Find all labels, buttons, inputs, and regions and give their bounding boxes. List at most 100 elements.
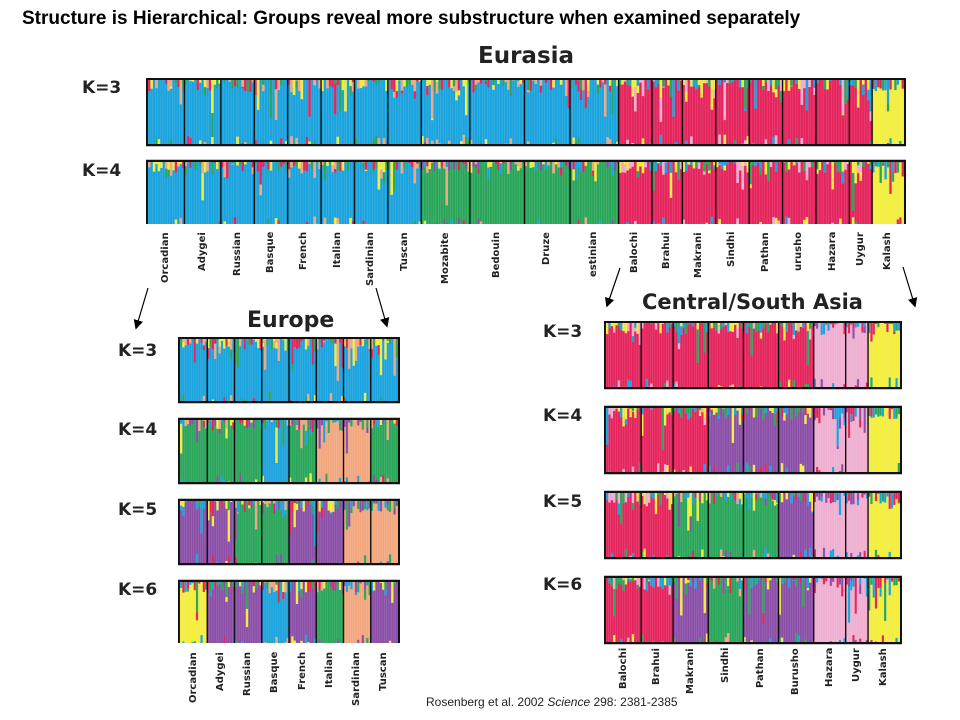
admixture-segment <box>519 162 522 169</box>
admixture-segment <box>668 578 671 586</box>
admixture-segment <box>199 80 202 83</box>
admixture-segment <box>865 382 869 387</box>
admixture-segment <box>682 80 685 85</box>
admixture-segment <box>257 339 260 349</box>
admixture-segment <box>445 222 448 224</box>
admixture-segment <box>229 395 233 401</box>
admixture-segment <box>572 169 575 181</box>
admixture-segment <box>388 420 392 421</box>
admixture-segment <box>502 80 505 87</box>
admixture-segment <box>809 547 812 557</box>
admixture-segment <box>261 342 265 347</box>
admixture-segment <box>165 168 168 179</box>
admixture-segment <box>748 578 751 615</box>
admixture-segment <box>684 91 688 102</box>
ancestry-block <box>673 408 709 472</box>
europe-k3-label: K=3 <box>118 341 158 361</box>
ancestry-block <box>184 80 221 144</box>
admixture-segment <box>797 635 800 642</box>
admixture-segment <box>225 501 228 509</box>
admixture-segment <box>362 162 365 168</box>
admixture-segment <box>382 138 386 144</box>
admixture-segment <box>659 323 662 334</box>
admixture-segment <box>705 583 709 588</box>
admixture-segment <box>202 582 205 592</box>
admixture-segment <box>223 397 226 401</box>
admixture-segment <box>800 80 804 86</box>
admixture-segment <box>611 162 614 176</box>
admixture-segment <box>661 470 664 472</box>
admixture-segment <box>282 420 285 427</box>
admixture-segment <box>241 420 244 423</box>
admixture-segment <box>254 80 257 92</box>
admixture-segment <box>198 501 201 506</box>
admixture-segment <box>418 162 422 168</box>
admixture-segment <box>354 162 358 164</box>
admixture-segment <box>229 501 233 503</box>
admixture-segment <box>410 162 414 168</box>
admixture-segment <box>227 555 230 563</box>
admixture-segment <box>435 223 439 224</box>
admixture-segment <box>720 162 724 169</box>
population-label-druze: Druze <box>541 232 553 265</box>
admixture-segment <box>813 549 816 557</box>
admixture-segment <box>884 578 887 583</box>
admixture-segment <box>574 141 578 144</box>
admixture-segment <box>529 162 533 168</box>
admixture-segment <box>261 162 265 167</box>
admixture-segment <box>443 162 446 169</box>
admixture-segment <box>509 162 513 171</box>
admixture-segment <box>148 80 151 92</box>
admixture-segment <box>379 582 383 583</box>
admixture-segment <box>447 80 451 82</box>
admixture-segment <box>710 323 713 329</box>
admixture-segment <box>743 408 746 420</box>
admixture-segment <box>241 142 244 144</box>
admixture-segment <box>897 493 900 503</box>
population-block-orcadian <box>147 80 185 144</box>
admixture-segment <box>687 323 690 325</box>
admixture-segment <box>722 556 725 557</box>
admixture-segment <box>641 89 645 97</box>
admixture-segment <box>836 162 840 172</box>
admixture-segment <box>806 331 810 365</box>
admixture-segment <box>881 408 885 417</box>
admixture-segment <box>815 80 819 84</box>
admixture-segment <box>705 578 709 584</box>
admixture-segment <box>270 339 274 350</box>
admixture-segment <box>364 162 368 170</box>
admixture-segment <box>254 582 258 589</box>
admixture-segment <box>741 493 744 505</box>
admixture-segment <box>617 503 621 515</box>
admixture-segment <box>636 578 639 585</box>
admixture-segment <box>165 162 168 169</box>
admixture-segment <box>361 339 364 347</box>
admixture-segment <box>717 325 720 334</box>
admixture-segment <box>752 417 756 419</box>
admixture-segment <box>718 162 721 165</box>
admixture-segment <box>847 586 851 623</box>
admixture-segment <box>203 87 207 96</box>
admixture-segment <box>822 578 826 585</box>
admixture-segment <box>852 408 855 415</box>
admixture-segment <box>368 481 371 482</box>
admixture-segment <box>820 325 823 335</box>
admixture-segment <box>249 80 252 81</box>
admixture-segment <box>601 80 605 83</box>
population-block-basque <box>261 420 289 482</box>
admixture-segment <box>529 80 533 91</box>
admixture-segment <box>223 339 226 349</box>
admixture-segment <box>277 602 280 604</box>
admixture-segment <box>323 420 326 443</box>
admixture-segment <box>881 493 885 502</box>
admixture-segment <box>626 139 629 144</box>
admixture-segment <box>350 507 353 514</box>
ancestry-block <box>845 493 869 557</box>
admixture-segment <box>785 323 788 332</box>
admixture-segment <box>638 581 642 587</box>
admixture-segment <box>343 501 346 510</box>
admixture-segment <box>329 339 333 341</box>
admixture-segment <box>348 582 351 586</box>
csasia-panel-title: Central/South Asia <box>642 290 863 314</box>
admixture-segment <box>692 162 696 169</box>
